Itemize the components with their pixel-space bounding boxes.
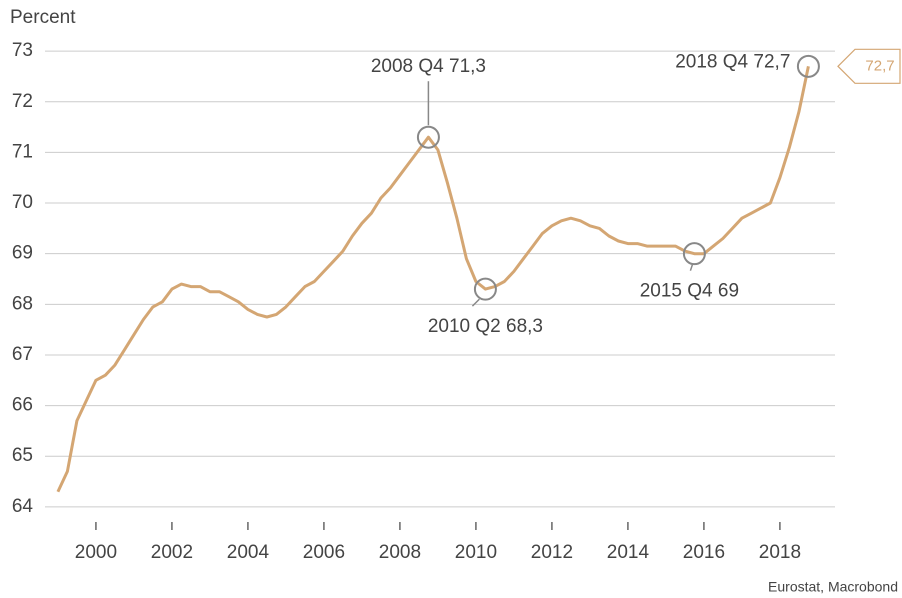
x-tick-label: 2008 [379, 542, 421, 563]
x-tick-label: 2014 [607, 542, 650, 563]
y-tick-label: 64 [12, 496, 34, 517]
data-line [56, 65, 810, 493]
annotation-text: 2015 Q4 69 [640, 281, 739, 302]
y-tick-label: 72 [12, 91, 33, 112]
x-tick-label: 2010 [455, 542, 497, 563]
y-tick-label: 68 [12, 293, 33, 314]
y-tick-label: 65 [12, 445, 33, 466]
annotation-marker [682, 242, 706, 266]
annotation-text: 2018 Q4 72,7 [675, 51, 790, 72]
annotation-marker [473, 277, 497, 301]
x-tick-label: 2000 [75, 542, 117, 563]
y-tick-label: 73 [12, 40, 33, 61]
end-label-box [837, 48, 901, 84]
source: Eurostat, Macrobond [768, 579, 898, 595]
y-tick-label: 69 [12, 243, 33, 264]
annotation-text: 2010 Q2 68,3 [428, 316, 543, 337]
y-axis-label: Percent [10, 7, 76, 28]
end-label: 72,7 [865, 57, 894, 74]
annotation-marker [796, 54, 820, 78]
x-tick-label: 2018 [759, 542, 801, 563]
x-tick-label: 2006 [303, 542, 345, 563]
y-tick-label: 66 [12, 395, 33, 416]
x-tick-label: 2016 [683, 542, 725, 563]
x-tick-label: 2004 [227, 542, 270, 563]
annotation-text: 2008 Q4 71,3 [371, 56, 486, 77]
y-tick-label: 71 [12, 141, 33, 162]
annotation-marker [416, 125, 440, 149]
y-tick-label: 70 [12, 192, 33, 213]
x-tick-label: 2002 [151, 542, 193, 563]
annotation-leader [471, 298, 480, 307]
y-tick-label: 67 [12, 344, 33, 365]
annotation-leader [689, 264, 694, 271]
x-tick-label: 2012 [531, 542, 573, 563]
